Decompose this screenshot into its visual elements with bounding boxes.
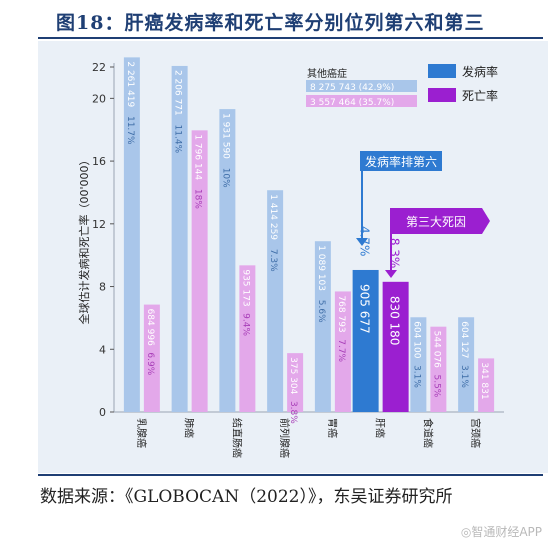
bottom-rule (38, 474, 543, 476)
bar-mortality (478, 358, 495, 412)
legend-label-incidence: 发病率 (462, 64, 498, 79)
bar-incidence (171, 65, 188, 413)
bar-pct-label-mortality: 6.9% (145, 352, 155, 375)
bar-value-label-mortality: 375 304 (288, 357, 298, 394)
bar-incidence (267, 190, 284, 412)
bar-incidence (458, 317, 475, 412)
bar-pct-label-incidence: 7.3% (268, 249, 278, 272)
bar-value-label-incidence: 2 261 419 (125, 61, 135, 107)
x-tick-label: 结直肠癌 (230, 418, 243, 458)
bar-mortality (143, 304, 160, 412)
bar-value-label-incidence: 2 206 771 (173, 70, 183, 116)
other-cancers-mortality-value: 3 557 464 (35.7%) (310, 98, 394, 108)
bar-mortality (239, 265, 256, 412)
legend-swatch-incidence (428, 64, 456, 78)
bar-value-label-mortality: 830 180 (388, 296, 402, 346)
bar-value-label-incidence: 905 677 (358, 284, 372, 334)
bar-incidence (123, 57, 140, 413)
bar-mortality (287, 353, 304, 412)
bar-value-label-incidence: 1 414 259 (268, 194, 278, 240)
x-tick-label: 乳腺癌 (135, 418, 148, 448)
bar-mortality (191, 130, 208, 412)
callout-mortality-arrow (385, 270, 397, 278)
bar-pct-label-mortality: 5.5% (431, 374, 441, 397)
other-cancers-title: 其他癌症 (307, 67, 347, 80)
callout-mortality-text: 第三大死因 (406, 215, 466, 229)
bar-value-label-incidence: 604 127 (459, 321, 469, 358)
other-cancers-incidence-value: 8 275 743 (42.9%) (310, 83, 394, 93)
bar-value-label-mortality: 341 831 (479, 362, 489, 399)
bar-incidence (314, 241, 331, 412)
other-cancers-mortality-bar (306, 95, 417, 107)
other-cancers-incidence-bar (306, 80, 417, 92)
bar-incidence (219, 109, 236, 413)
x-tick-label: 宫颈癌 (469, 418, 482, 448)
figure-title: 图18：肝癌发病率和死亡率分别位列第六和第三 (56, 12, 485, 34)
callout-incidence-arrow (356, 238, 368, 246)
y-tick-label: 0 (99, 406, 106, 419)
bar-value-label-mortality: 684 996 (145, 309, 155, 346)
title-rule (38, 37, 543, 39)
bar-pct-label-mortality: 3.8% (288, 401, 298, 424)
x-tick-label: 食道癌 (421, 418, 434, 448)
bar-value-label-incidence: 1 089 103 (316, 245, 326, 291)
x-tick-label: 前列腺癌 (278, 418, 291, 458)
watermark: ◎智通财经APP (460, 525, 542, 539)
bar-mortality (334, 291, 351, 412)
bar-value-label-incidence: 1 931 590 (220, 113, 230, 159)
y-tick-label: 4 (99, 343, 106, 356)
x-tick-label: 肝癌 (374, 418, 387, 438)
bar-mortality (430, 326, 447, 412)
callout-mortality-box (390, 208, 482, 234)
bar-mortality (382, 281, 409, 412)
bar-pct-label-incidence: 11.4% (173, 125, 183, 154)
legend-label-mortality: 死亡率 (462, 88, 498, 103)
callout-incidence-text: 发病率排第六 (365, 154, 437, 169)
bar-pct-label-mortality: 18% (193, 189, 203, 209)
bar-value-label-mortality: 544 076 (431, 331, 441, 368)
bar-pct-label-mortality: 7.7% (336, 339, 346, 362)
x-tick-label: 肺癌 (183, 418, 196, 438)
y-axis-label: 全球估计发病和死亡率（00'000） (77, 154, 91, 324)
bar-pct-label-incidence: 5.6% (316, 300, 326, 323)
bar-pct-label-mortality: 9.4% (240, 313, 250, 336)
y-tick-label: 22 (92, 61, 106, 74)
bar-value-label-mortality: 935 173 (240, 269, 250, 306)
bar-incidence (410, 317, 427, 412)
bar-pct-label-incidence: 3.1% (459, 365, 469, 388)
bar-incidence (352, 269, 379, 412)
bar-pct-label-incidence: 11.7% (125, 116, 135, 145)
y-tick-label: 20 (92, 92, 106, 105)
bar-value-label-incidence: 604 100 (411, 321, 421, 358)
bar-pct-label-incidence: 3.1% (411, 365, 421, 388)
x-tick-label: 胃癌 (326, 418, 339, 438)
bar-value-label-mortality: 1 796 144 (193, 134, 203, 180)
bar-value-label-mortality: 768 793 (336, 295, 346, 332)
y-tick-label: 16 (92, 155, 106, 168)
y-tick-label: 8 (99, 281, 106, 294)
legend-swatch-mortality (428, 88, 456, 102)
bar-pct-label-mortality: 8.3% (388, 238, 402, 269)
source-note: 数据来源：《GLOBOCAN（2022）》，东吴证券研究所 (40, 487, 453, 507)
callout-mortality-tip (482, 208, 490, 234)
y-tick-label: 12 (92, 218, 106, 231)
bar-pct-label-incidence: 10% (220, 168, 230, 188)
callout-incidence-box (360, 151, 442, 171)
